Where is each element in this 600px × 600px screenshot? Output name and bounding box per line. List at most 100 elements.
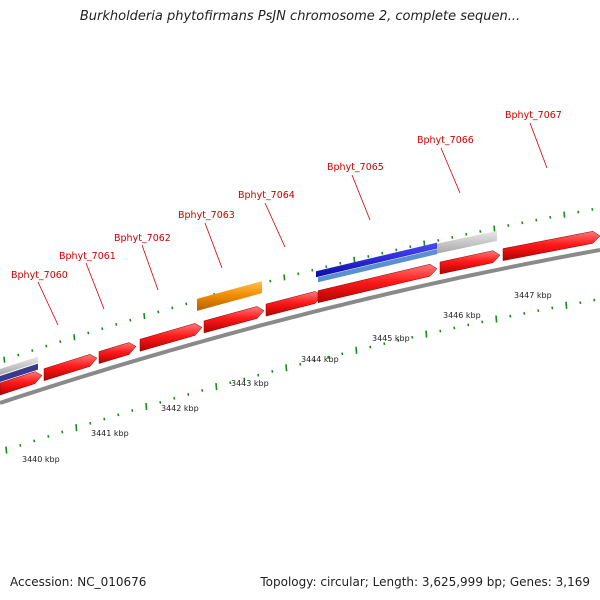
upper-tick [3,356,6,363]
lower-tick [5,446,8,454]
upper-tick [283,274,286,281]
gene-label-bphyt-7060[interactable]: Bphyt_7060 [11,270,68,281]
upper-tick [45,344,48,348]
upper-tick [451,235,454,239]
lower-tick [453,326,456,330]
gene-label-bphyt-7063[interactable]: Bphyt_7063 [178,210,235,221]
lower-tick [61,430,64,434]
kbp-label-3443: 3443 kbp [231,379,269,388]
upper-tick [465,232,468,236]
gene-label-leaders [37,122,548,326]
lower-tick [229,381,232,385]
lower-tick [495,315,498,323]
lower-tick [467,323,470,327]
lower-tick [481,320,484,324]
lower-tick [397,339,400,342]
upper-tick [101,327,104,331]
upper-tick [493,225,496,232]
lower-tick [327,355,330,359]
red-gene-0 [0,371,43,396]
blue-feature [316,242,437,278]
kbp-label-3441: 3441 kbp [91,429,129,438]
lower-tick [341,352,344,356]
lower-tick [131,409,134,413]
lower-tick [523,311,526,315]
lower-tick [215,382,218,391]
upper-tick [549,215,552,219]
orange-gene [197,281,262,311]
red-gene-8 [502,231,600,261]
gene-label-bphyt-7064[interactable]: Bphyt_7064 [238,190,295,201]
kbp-label-3440: 3440 kbp [22,455,60,464]
lower-tick [383,342,386,346]
leader-line-3 [204,222,223,269]
red-gene-6 [317,263,438,304]
gene-features [0,230,600,396]
kbp-label-3442: 3442 kbp [161,404,199,413]
gene-label-bphyt-7066[interactable]: Bphyt_7066 [417,135,474,146]
upper-tick [143,312,146,320]
leader-line-1 [85,262,105,310]
lower-tick [271,370,274,373]
backbone-line [0,248,600,405]
leader-line-7 [529,122,548,169]
gray-feature-left [0,356,38,375]
lower-tick [201,389,204,392]
upper-tick [325,265,328,269]
lower-tick [75,424,78,432]
lower-tick [187,392,190,396]
lower-tick [117,413,120,417]
red-gene-1 [43,354,98,382]
light-blue-feature [318,249,437,283]
lower-tick [565,301,568,309]
red-gene-7 [439,250,501,275]
leader-line-4 [264,202,286,248]
topology-text: Topology: circular; Length: 3,625,999 bp… [260,575,590,589]
upper-tick [269,279,272,283]
lower-tick [425,330,428,338]
upper-tick [437,239,440,242]
upper-tick [395,248,398,252]
lower-tick [103,417,106,421]
lower-tick [243,377,246,381]
upper-tick [115,322,118,326]
lower-tick [439,329,442,333]
upper-tick [367,255,370,258]
lower-tick [551,306,554,310]
upper-tick [157,310,160,314]
upper-tick [353,256,356,263]
green-tick-track [3,208,596,454]
upper-tick [479,229,482,233]
lower-tick [509,314,512,318]
upper-tick [423,240,426,247]
lower-tick [173,396,176,400]
lower-tick [89,421,92,425]
gene-label-bphyt-7067[interactable]: Bphyt_7067 [505,110,562,121]
lower-tick [285,364,288,372]
red-gene-3 [139,323,203,352]
upper-tick [59,340,62,344]
gene-label-bphyt-7062[interactable]: Bphyt_7062 [114,233,171,244]
lower-tick [19,444,22,447]
leader-line-2 [141,244,159,291]
upper-tick [171,306,174,310]
lower-tick [411,335,414,339]
purple-feature-left [0,363,38,382]
gene-labels: Bphyt_7060 Bphyt_7061 Bphyt_7062 Bphyt_7… [11,110,562,281]
lower-tick [355,346,358,354]
red-gene-4 [203,306,265,334]
lower-tick [257,373,260,377]
gene-label-bphyt-7065[interactable]: Bphyt_7065 [327,162,384,173]
upper-tick [339,261,342,265]
red-gene-2 [98,342,137,364]
lower-tick [579,301,582,305]
lower-tick [537,309,540,313]
lower-tick [145,402,148,411]
leader-line-0 [37,281,59,326]
gene-label-bphyt-7061[interactable]: Bphyt_7061 [59,251,116,262]
upper-tick [311,268,314,272]
upper-tick [521,221,524,225]
upper-tick [17,353,20,357]
